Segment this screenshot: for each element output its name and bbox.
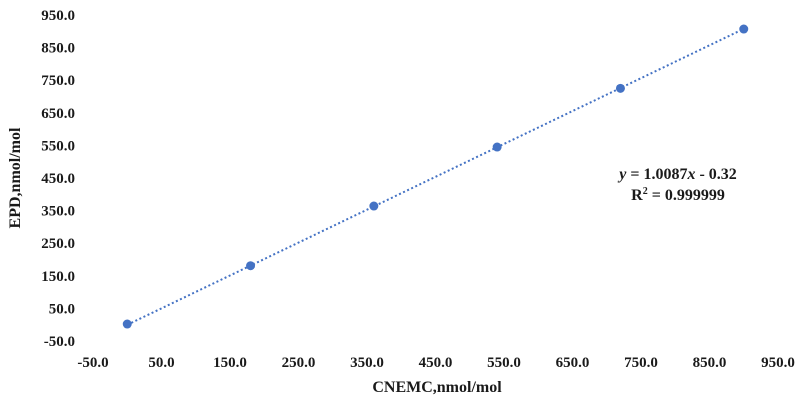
x-tick-label: 850.0 (693, 355, 727, 371)
data-point (122, 319, 132, 329)
data-point (246, 261, 256, 271)
data-point (492, 142, 502, 152)
equation-slope-part: = 1.0087 (626, 166, 687, 183)
y-tick-label: 150.0 (41, 269, 75, 285)
r-squared-sup: 2 (643, 186, 648, 197)
x-tick-label: 50.0 (148, 355, 174, 371)
data-point (739, 24, 749, 34)
y-tick-label: 550.0 (41, 138, 75, 154)
equation-x-var: x (686, 166, 695, 183)
x-tick-label: 250.0 (282, 355, 316, 371)
trendline-group (126, 27, 745, 326)
y-tick-label: 450.0 (41, 171, 75, 187)
y-tick-label: 650.0 (41, 106, 75, 122)
x-tick-label: 650.0 (556, 355, 590, 371)
y-axis-ticks: -50.0 50.0 150.0 250.0 350.0 450.0 550.0 650.0 7… (41, 8, 75, 350)
x-tick-label: -50.0 (77, 355, 108, 371)
data-points (122, 24, 749, 329)
equation-y-var: y (617, 166, 627, 183)
y-tick-label: 50.0 (49, 301, 75, 317)
trendline-equation: y = 1.0087x - 0.32 (617, 166, 737, 183)
equation-intercept-part: - 0.32 (695, 166, 736, 183)
data-point (615, 83, 625, 93)
data-point (369, 201, 379, 211)
x-axis-ticks: -50.0 50.0 150.0 250.0 350.0 450.0 550.0 650.0 7… (77, 355, 795, 371)
x-tick-label: 550.0 (487, 355, 521, 371)
y-tick-label: 950.0 (41, 8, 75, 24)
r-squared-base: R (631, 187, 643, 204)
x-axis-title: CNEMC,nmol/mol (372, 379, 502, 396)
x-tick-label: 350.0 (350, 355, 384, 371)
x-tick-label: 750.0 (624, 355, 658, 371)
y-tick-label: 750.0 (41, 73, 75, 89)
y-axis-title: EPD,nmol/mol (7, 127, 24, 228)
linear-trendline (126, 27, 745, 326)
y-tick-label: 350.0 (41, 204, 75, 220)
y-tick-label: 250.0 (41, 236, 75, 252)
r-squared-label: R2 = 0.999999 (631, 186, 725, 204)
x-tick-label: 150.0 (213, 355, 247, 371)
y-tick-label: -50.0 (44, 334, 75, 350)
r-squared-value: = 0.999999 (648, 187, 725, 204)
x-tick-label: 950.0 (761, 355, 795, 371)
x-tick-label: 450.0 (419, 355, 453, 371)
y-tick-label: 850.0 (41, 41, 75, 57)
